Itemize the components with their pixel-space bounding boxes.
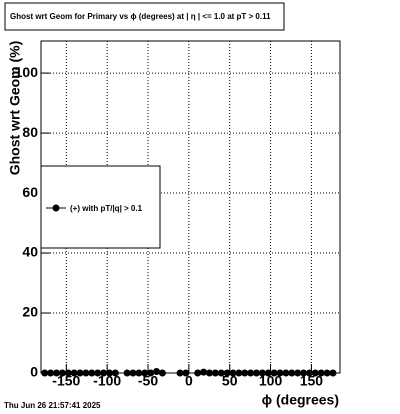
data-point — [141, 369, 149, 377]
data-point — [270, 369, 278, 377]
data-point — [100, 369, 108, 377]
data-point — [282, 369, 290, 377]
data-point — [223, 369, 231, 377]
y-tick-label: 0 — [30, 364, 38, 380]
data-point — [241, 369, 249, 377]
data-point — [41, 369, 49, 377]
data-point — [76, 369, 84, 377]
data-point — [94, 369, 102, 377]
data-point — [311, 369, 319, 377]
data-point — [205, 369, 213, 377]
legend-label: (+) with pT/|q| > 0.1 — [70, 204, 143, 213]
data-point — [176, 369, 184, 377]
y-tick-label: 80 — [22, 124, 38, 140]
data-point — [294, 369, 302, 377]
y-tick-label: 60 — [22, 184, 38, 200]
y-tick-label: 100 — [15, 64, 39, 80]
data-point — [64, 369, 72, 377]
data-point — [329, 369, 337, 377]
data-point — [82, 369, 90, 377]
title-box — [4, 2, 285, 31]
data-point — [70, 369, 78, 377]
data-point — [305, 369, 313, 377]
data-point — [211, 369, 219, 377]
x-tick-label: 150 — [300, 373, 324, 389]
data-point — [258, 369, 266, 377]
footer: Thu Jun 26 21:57:41 2025 — [4, 401, 101, 410]
data-point — [53, 369, 61, 377]
data-point — [276, 369, 284, 377]
x-tick-label: 100 — [259, 373, 283, 389]
data-point — [47, 369, 55, 377]
data-point — [288, 369, 296, 377]
data-point — [88, 369, 96, 377]
data-point — [317, 369, 325, 377]
data-point — [194, 369, 202, 377]
data-point — [58, 369, 66, 377]
data-point — [158, 369, 166, 377]
data-point — [129, 369, 137, 377]
data-point — [182, 369, 190, 377]
data-point — [264, 369, 272, 377]
data-point — [229, 369, 237, 377]
data-point — [247, 369, 255, 377]
x-tick-label: -150 — [52, 373, 80, 389]
data-point — [217, 369, 225, 377]
data-point — [253, 369, 261, 377]
legend-marker — [52, 204, 60, 212]
y-axis-label: Ghost wrt Geom (%) — [7, 41, 23, 176]
data-point — [111, 369, 119, 377]
data-point — [300, 369, 308, 377]
x-tick-label: 50 — [222, 373, 238, 389]
data-point — [135, 369, 143, 377]
y-tick-label: 20 — [22, 304, 38, 320]
x-axis-label: ϕ (degrees) — [262, 392, 339, 408]
data-point — [153, 368, 161, 376]
data-point — [147, 369, 155, 377]
chart-title: Ghost wrt Geom for Primary vs ϕ (degrees… — [10, 12, 271, 21]
data-point — [105, 369, 113, 377]
data-point — [200, 368, 208, 376]
data-point — [235, 369, 243, 377]
x-tick-label: -50 — [138, 373, 158, 389]
x-tick-label: -100 — [93, 373, 121, 389]
data-point — [123, 369, 131, 377]
x-tick-label: 0 — [185, 373, 193, 389]
legend-box — [40, 165, 161, 249]
y-tick-label: 40 — [22, 244, 38, 260]
data-point — [323, 369, 331, 377]
